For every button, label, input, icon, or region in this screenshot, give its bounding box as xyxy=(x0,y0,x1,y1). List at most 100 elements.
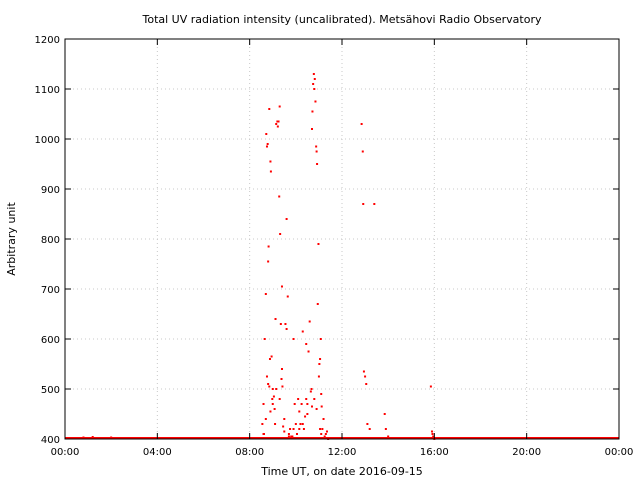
data-point xyxy=(268,108,271,110)
data-point xyxy=(319,358,322,360)
data-point xyxy=(325,430,328,433)
data-point xyxy=(307,350,310,353)
data-point xyxy=(302,428,305,430)
data-point xyxy=(269,410,272,413)
data-point xyxy=(297,398,300,400)
data-point xyxy=(277,120,280,123)
y-tick-label: 1200 xyxy=(35,35,60,46)
data-point xyxy=(319,338,322,340)
data-point xyxy=(110,436,113,439)
x-tick-label: 16:00 xyxy=(420,447,449,458)
data-point xyxy=(265,133,268,135)
data-point xyxy=(271,398,274,400)
data-point xyxy=(271,403,274,405)
data-point xyxy=(292,338,295,340)
data-point xyxy=(384,428,387,430)
data-point xyxy=(434,437,437,439)
grid xyxy=(65,39,619,439)
data-point xyxy=(304,415,307,418)
data-point xyxy=(295,433,298,435)
data-point xyxy=(308,320,311,323)
y-axis-tick-labels: 400 500 600 700 800 900 1000 1100 1200 xyxy=(35,35,60,446)
y-tick-label: 600 xyxy=(41,335,60,346)
data-point xyxy=(278,398,281,400)
data-point xyxy=(317,375,320,378)
x-tick-label: 08:00 xyxy=(235,447,264,458)
data-point xyxy=(286,295,289,298)
data-point xyxy=(313,78,316,80)
data-point xyxy=(310,405,313,408)
data-point xyxy=(315,150,318,153)
y-tick-label: 400 xyxy=(41,435,60,446)
data-point xyxy=(365,383,368,385)
data-point xyxy=(315,408,318,410)
data-point xyxy=(431,430,434,433)
data-point xyxy=(262,403,265,405)
data-point xyxy=(316,303,319,305)
data-point xyxy=(269,160,272,163)
data-point xyxy=(275,388,278,390)
data-point xyxy=(368,428,371,430)
y-tick-label: 900 xyxy=(41,185,60,196)
data-point xyxy=(364,375,367,378)
x-axis-label: Time UT, on date 2016-09-15 xyxy=(260,465,423,478)
data-point xyxy=(261,423,264,425)
data-point xyxy=(305,343,308,345)
data-point xyxy=(321,428,324,430)
y-tick-label: 1100 xyxy=(35,85,60,96)
data-point xyxy=(312,73,315,75)
data-point xyxy=(306,413,309,415)
data-point xyxy=(91,436,94,438)
y-tick-label: 700 xyxy=(41,285,60,296)
data-point xyxy=(315,145,318,148)
data-point xyxy=(287,435,290,438)
data-point xyxy=(273,408,276,410)
data-point xyxy=(298,410,301,413)
data-point xyxy=(429,385,432,388)
data-point xyxy=(373,203,376,205)
data-point xyxy=(279,323,282,325)
data-point xyxy=(100,437,103,439)
data-point xyxy=(267,260,270,263)
data-point xyxy=(268,385,271,388)
data-point xyxy=(265,375,268,378)
data-point xyxy=(324,433,327,435)
data-point xyxy=(279,233,282,235)
data-point xyxy=(310,128,313,130)
data-point xyxy=(284,323,287,325)
data-point xyxy=(387,435,390,438)
data-point xyxy=(265,145,268,148)
data-point xyxy=(294,423,297,425)
data-point xyxy=(268,358,271,360)
y-axis-label: Arbitrary unit xyxy=(5,202,18,276)
data-point xyxy=(361,150,364,153)
x-tick-label: 04:00 xyxy=(143,447,172,458)
data-point xyxy=(275,123,278,125)
data-point xyxy=(280,368,283,370)
data-point xyxy=(312,83,315,85)
data-point xyxy=(272,395,275,398)
data-point xyxy=(306,403,309,405)
data-point xyxy=(311,110,314,113)
data-point xyxy=(293,403,296,405)
data-points xyxy=(82,73,437,440)
data-point xyxy=(278,195,281,198)
data-point xyxy=(300,403,303,405)
data-point xyxy=(287,433,290,435)
data-point xyxy=(314,100,317,103)
data-point xyxy=(313,88,316,90)
data-point xyxy=(313,398,316,400)
data-point xyxy=(264,293,267,295)
data-point xyxy=(366,423,369,425)
data-point xyxy=(270,355,273,358)
data-point xyxy=(276,125,279,128)
data-point xyxy=(301,330,304,333)
data-point xyxy=(362,370,365,373)
data-point xyxy=(316,163,319,165)
y-tick-label: 1000 xyxy=(35,135,60,146)
data-point xyxy=(323,435,326,438)
data-point xyxy=(322,418,325,420)
data-point xyxy=(285,328,288,330)
data-point xyxy=(320,405,323,408)
